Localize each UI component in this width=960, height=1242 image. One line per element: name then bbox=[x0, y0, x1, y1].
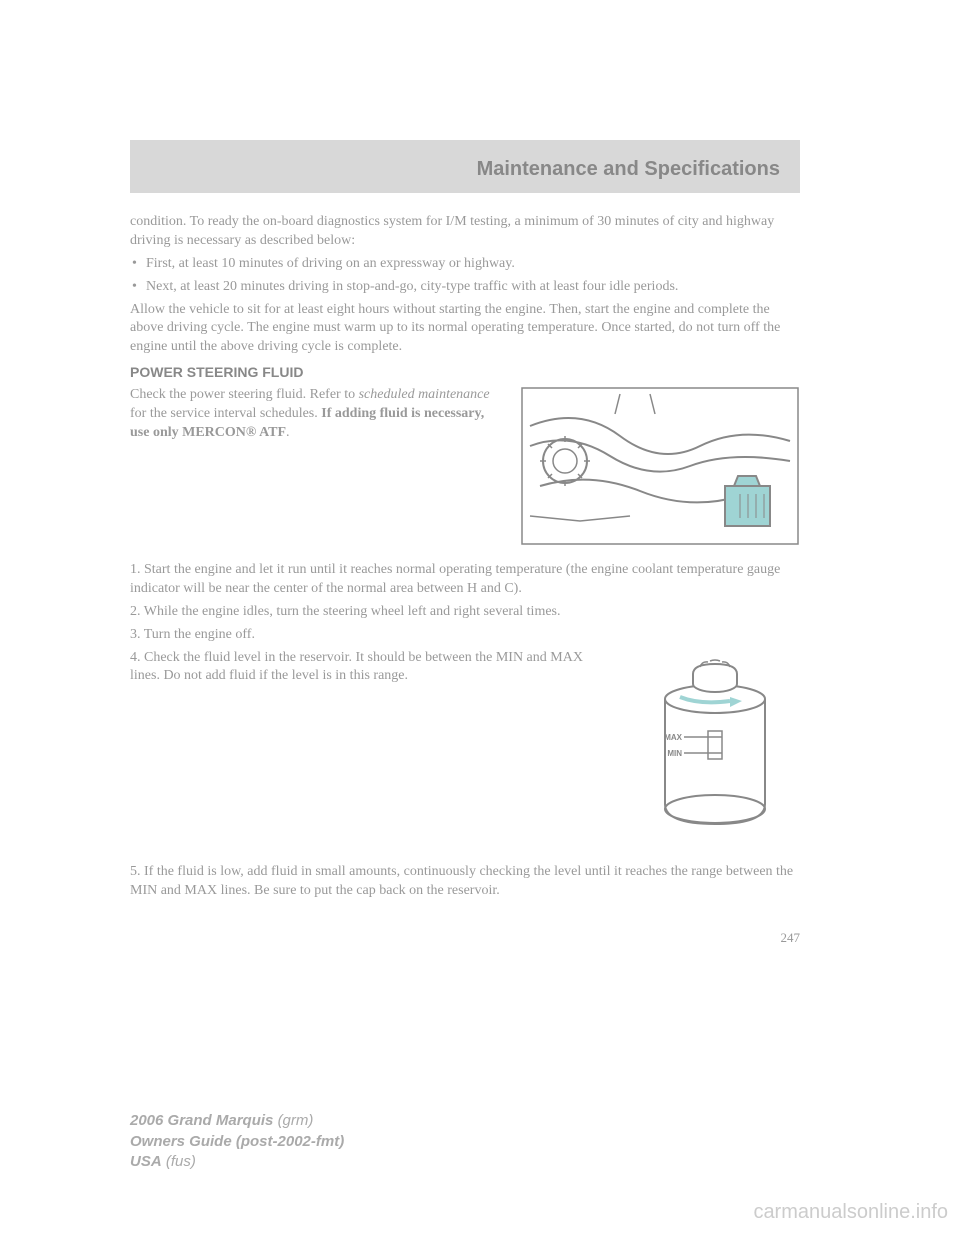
step-3: 3. Turn the engine off. bbox=[130, 626, 800, 645]
page-container: Maintenance and Specifications condition… bbox=[0, 0, 960, 947]
steering-text-2: for the service interval schedules. bbox=[130, 406, 321, 421]
min-label: MIN bbox=[667, 749, 682, 758]
steering-text-1: Check the power steering fluid. Refer to bbox=[130, 387, 359, 402]
page-number: 247 bbox=[130, 929, 800, 947]
footer-model: 2006 Grand Marquis bbox=[130, 1112, 273, 1129]
intro-paragraph: condition. To ready the on-board diagnos… bbox=[130, 213, 800, 251]
watermark: carmanualsonline.info bbox=[753, 1201, 948, 1224]
bullet-list: First, at least 10 minutes of driving on… bbox=[130, 255, 800, 297]
steering-intro-text: Check the power steering fluid. Refer to… bbox=[130, 386, 504, 443]
bullet-item: Next, at least 20 minutes driving in sto… bbox=[130, 278, 800, 297]
reservoir-diagram-icon: MAX MIN bbox=[630, 649, 800, 849]
step-5: 5. If the fluid is low, add fluid in sma… bbox=[130, 863, 800, 901]
body-text: condition. To ready the on-board diagnos… bbox=[130, 213, 800, 947]
steering-text-3: . bbox=[286, 425, 290, 440]
engine-diagram-container bbox=[520, 386, 800, 553]
max-label: MAX bbox=[664, 733, 682, 742]
footer: 2006 Grand Marquis (grm) Owners Guide (p… bbox=[130, 1111, 344, 1172]
after-bullets-paragraph: Allow the vehicle to sit for at least ei… bbox=[130, 301, 800, 358]
step-2: 2. While the engine idles, turn the stee… bbox=[130, 603, 800, 622]
steering-text-italic: scheduled maintenance bbox=[359, 387, 490, 402]
section-heading: POWER STEERING FLUID bbox=[130, 363, 800, 382]
step4-row: 4. Check the fluid level in the reservoi… bbox=[130, 649, 800, 856]
engine-diagram-icon bbox=[520, 386, 800, 546]
steering-intro-row: Check the power steering fluid. Refer to… bbox=[130, 386, 800, 553]
header-title: Maintenance and Specifications bbox=[150, 158, 780, 181]
footer-line-1: 2006 Grand Marquis (grm) bbox=[130, 1111, 344, 1131]
footer-usa-code: (fus) bbox=[166, 1153, 196, 1170]
footer-line-3: USA (fus) bbox=[130, 1152, 344, 1172]
header-bar: Maintenance and Specifications bbox=[130, 140, 800, 193]
reservoir-diagram-container: MAX MIN bbox=[630, 649, 800, 856]
step-4: 4. Check the fluid level in the reservoi… bbox=[130, 649, 614, 687]
bullet-item: First, at least 10 minutes of driving on… bbox=[130, 255, 800, 274]
footer-usa: USA bbox=[130, 1153, 162, 1170]
footer-model-code: (grm) bbox=[278, 1112, 314, 1129]
step-1: 1. Start the engine and let it run until… bbox=[130, 561, 800, 599]
footer-guide: Owners Guide (post-2002-fmt) bbox=[130, 1132, 344, 1152]
